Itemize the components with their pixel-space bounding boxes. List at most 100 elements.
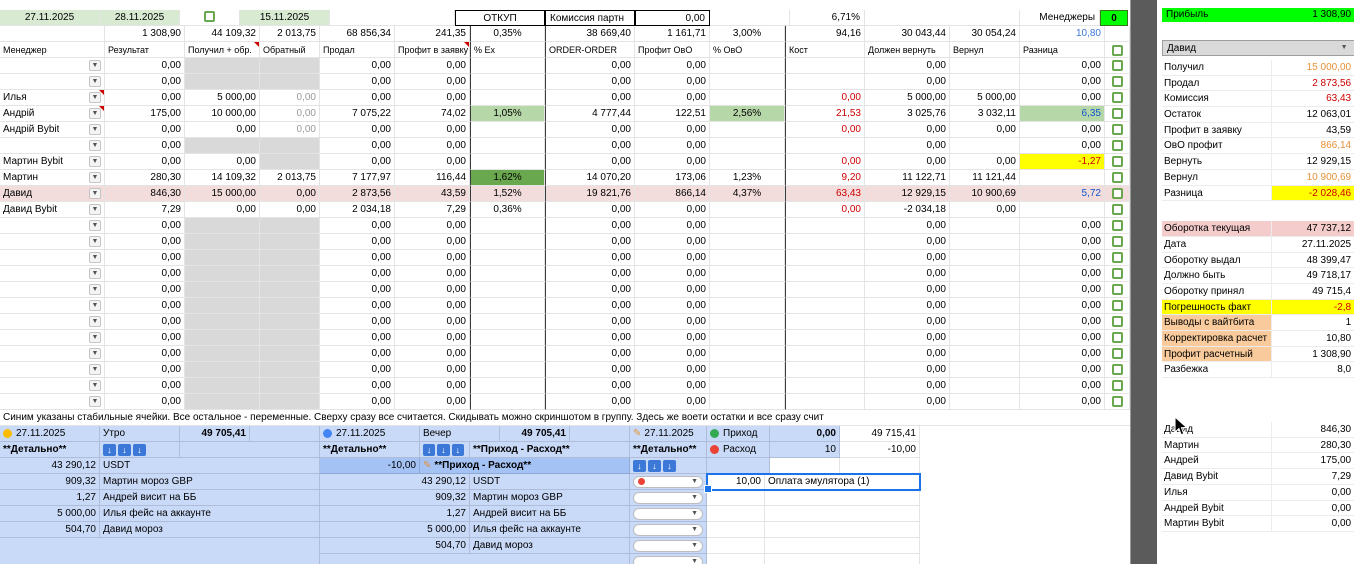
dropdown-icon[interactable]: ▼ [89,92,101,103]
cell[interactable]: 0,00 [545,282,635,298]
cell[interactable]: 0,00 [1020,90,1105,106]
entry-dropdown[interactable]: ▼ [633,507,703,520]
turnover-value[interactable]: 8,0 [1271,362,1354,378]
evening-item-label[interactable]: Мартин мороз GBP [470,490,630,506]
evening-detail-label[interactable]: **Детально** [320,442,420,458]
morning-item-label[interactable]: Андрей висит на ББ [100,490,320,506]
totals-cell[interactable]: 68 856,34 [320,26,395,42]
entry-dropdown[interactable]: ▼ [633,523,703,536]
cell[interactable] [470,330,545,346]
cell[interactable]: 0,00 [105,394,185,410]
cell[interactable] [950,314,1020,330]
dropdown-icon[interactable]: ▼ [89,236,101,247]
cell[interactable] [950,266,1020,282]
cell[interactable] [185,74,260,90]
column-header[interactable]: Получил + обр. [185,42,260,58]
cell[interactable] [185,218,260,234]
dropdown-icon[interactable]: ▼ [89,204,101,215]
inout-label-cell[interactable]: ✎ **Приход - Расход** [420,458,630,474]
cell[interactable]: 0,00 [395,362,470,378]
row-checkbox[interactable] [1111,316,1123,327]
down-arrow-icon[interactable]: ↓ [663,459,676,472]
column-header[interactable]: Результат [105,42,185,58]
cell[interactable] [950,74,1020,90]
cell[interactable]: 0,00 [105,218,185,234]
cell[interactable] [710,314,785,330]
cell[interactable] [710,218,785,234]
entry-amount[interactable] [707,554,765,564]
cell[interactable]: 866,14 [635,186,710,202]
date-cell-2[interactable]: 28.11.2025 [100,10,180,26]
column-header[interactable]: % ОвО [710,42,785,58]
cell[interactable]: 3 025,76 [865,106,950,122]
manager-cell[interactable]: ▼ [0,362,105,378]
cell[interactable]: 0,00 [545,218,635,234]
entry-dropdown[interactable]: ▼ [633,555,703,564]
evening-item-amount[interactable]: 909,32 [320,490,470,506]
cell[interactable]: 122,51 [635,106,710,122]
morning-item-label[interactable]: USDT [100,458,320,474]
column-header[interactable]: Обратный [260,42,320,58]
percent-cell[interactable]: 6,71% [790,10,865,26]
cell[interactable]: 0,00 [395,298,470,314]
turnover-value[interactable]: 27.11.2025 [1271,236,1354,252]
row-checkbox[interactable] [1111,348,1123,359]
row-checkbox[interactable] [1111,60,1123,71]
cell[interactable]: 1,05% [470,106,545,122]
dropdown-icon[interactable]: ▼ [89,172,101,183]
manager-cell[interactable]: ▼ [0,394,105,410]
cell[interactable]: 0,00 [395,346,470,362]
column-header[interactable]: % Ex [470,42,545,58]
cell[interactable]: 11 121,44 [950,170,1020,186]
cell[interactable]: 0,00 [320,266,395,282]
cell[interactable]: 4,37% [710,186,785,202]
cell[interactable]: 0,00 [545,298,635,314]
entry-amount[interactable] [707,538,765,554]
cell[interactable]: 0,00 [105,330,185,346]
cell[interactable]: 0,00 [105,154,185,170]
manager-cell[interactable]: ▼ [0,234,105,250]
cell[interactable]: 0,00 [1020,234,1105,250]
cell[interactable]: 116,44 [395,170,470,186]
cell[interactable]: 63,43 [785,186,865,202]
dropdown-icon[interactable]: ▼ [89,156,101,167]
cell[interactable] [950,330,1020,346]
entry-label[interactable] [765,522,920,538]
cell[interactable]: 0,00 [865,234,950,250]
cell[interactable] [470,234,545,250]
cell[interactable] [260,346,320,362]
manager-cell[interactable]: ▼ [0,298,105,314]
cell[interactable] [260,282,320,298]
row-checkbox[interactable] [1111,204,1123,215]
expense-total[interactable]: -10,00 [840,442,920,458]
cell[interactable]: 0,00 [395,154,470,170]
cell[interactable]: 14 109,32 [185,170,260,186]
cell[interactable]: 0,00 [1020,378,1105,394]
cell[interactable]: 0,00 [635,330,710,346]
row-checkbox[interactable] [1111,396,1123,407]
cell[interactable]: 0,00 [320,314,395,330]
cell[interactable]: 0,00 [105,234,185,250]
totals-cell[interactable]: 1 161,71 [635,26,710,42]
cell[interactable]: 0,00 [395,282,470,298]
stat-value[interactable]: -2 028,46 [1271,185,1354,201]
cell[interactable]: 5,72 [1020,186,1105,202]
cell[interactable]: 0,00 [950,202,1020,218]
manager-result-value[interactable]: 0,00 [1271,484,1354,500]
manager-cell[interactable]: ▼ [0,330,105,346]
date-cell-1[interactable]: 27.11.2025 [0,10,100,26]
cell[interactable] [260,74,320,90]
top-checkbox[interactable] [204,11,215,22]
entry-label[interactable] [765,538,920,554]
cell[interactable] [1020,202,1105,218]
cell[interactable]: 5 000,00 [185,90,260,106]
totals-cell[interactable]: 2 013,75 [260,26,320,42]
cell[interactable]: 0,00 [785,122,865,138]
cell[interactable]: 0,00 [320,378,395,394]
cell[interactable] [710,122,785,138]
cell[interactable] [710,282,785,298]
dropdown-icon[interactable]: ▼ [89,76,101,87]
cell[interactable] [785,346,865,362]
cell[interactable] [260,154,320,170]
cell[interactable] [785,362,865,378]
